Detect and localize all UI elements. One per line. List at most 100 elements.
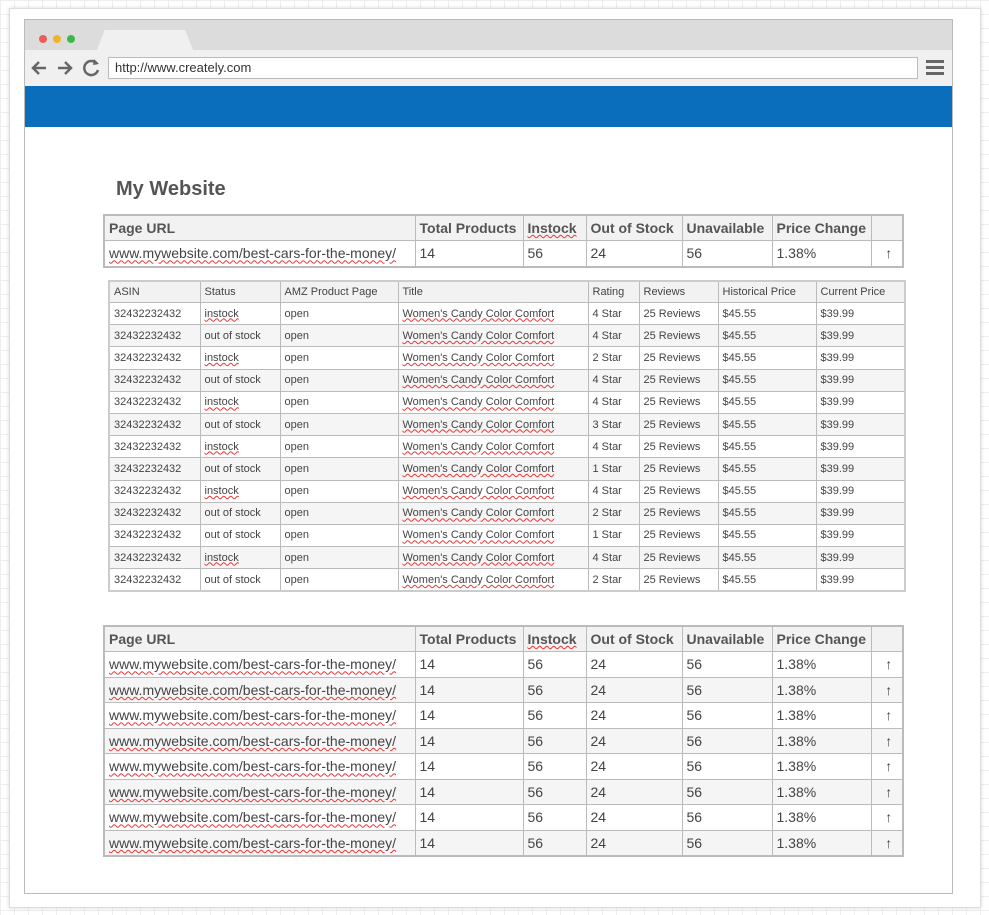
table-cell: 25 Reviews: [638, 457, 719, 481]
header-cell: Price Change: [771, 214, 872, 241]
table-cell: $39.99: [815, 390, 906, 414]
table-cell: 56: [522, 676, 587, 703]
table-cell: 56: [522, 778, 587, 805]
close-dot[interactable]: [39, 35, 47, 43]
table-cell: open: [279, 479, 399, 503]
table-cell: 24: [585, 778, 683, 805]
table-cell: 2 Star: [587, 568, 640, 592]
table-cell: open: [279, 412, 399, 437]
table-cell: 56: [522, 651, 587, 678]
table-cell: 25 Reviews: [638, 412, 719, 437]
table-cell: $45.55: [717, 435, 817, 459]
table-cell: www.mywebsite.com/best-cars-for-the-mone…: [103, 727, 416, 754]
table-row: www.mywebsite.com/best-cars-for-the-mone…: [103, 240, 904, 267]
header-cell: AMZ Product Page: [279, 280, 399, 303]
table-cell: 56: [522, 804, 587, 831]
table-cell: ↑: [870, 829, 904, 857]
table-cell: $39.99: [815, 546, 906, 570]
table-cell: www.mywebsite.com/best-cars-for-the-mone…: [103, 753, 416, 780]
table-row: 32432232432 instock open Women's Candy Colo…: [108, 301, 906, 326]
table-cell: instock: [199, 546, 281, 570]
table-cell: 2 Star: [587, 346, 640, 370]
table-cell: 32432232432: [108, 457, 201, 481]
table-cell: $45.55: [717, 568, 817, 592]
table-cell: $45.55: [717, 346, 817, 370]
table-cell: Women's Candy Color Comfort: [397, 324, 589, 348]
table-cell: www.mywebsite.com/best-cars-for-the-mone…: [103, 778, 416, 805]
table-cell: Women's Candy Color Comfort: [397, 412, 589, 437]
table-cell: 14: [414, 727, 524, 754]
table-cell: 4 Star: [587, 479, 640, 503]
table-cell: 56: [522, 753, 587, 780]
nav-icons[interactable]: [25, 50, 105, 86]
table-cell: $45.55: [717, 546, 817, 570]
header-cell: Page URL: [103, 214, 416, 241]
table-row: www.mywebsite.com/best-cars-for-the-mone…: [103, 727, 904, 754]
table-cell: 25 Reviews: [638, 479, 719, 503]
table-cell: 1.38%: [771, 804, 872, 831]
table-cell: Women's Candy Color Comfort: [397, 501, 589, 525]
tab[interactable]: [97, 30, 193, 50]
toolbar: http://www.creately.com: [25, 50, 952, 86]
table-cell: $45.55: [717, 301, 817, 326]
header-cell: Total Products: [414, 625, 524, 652]
minimize-dot[interactable]: [53, 35, 61, 43]
table-cell: out of stock: [199, 368, 281, 392]
table-cell: open: [279, 501, 399, 525]
menu-icon[interactable]: [925, 58, 945, 78]
table-row: 32432232432 out of stock open Women's Candy…: [108, 568, 906, 592]
table-cell: 56: [522, 829, 587, 857]
table-cell: 24: [585, 727, 683, 754]
table-cell: $45.55: [717, 457, 817, 481]
table-cell: 24: [585, 651, 683, 678]
table-cell: ↑: [870, 753, 904, 780]
header-cell: Page URL: [103, 625, 416, 652]
table-row: 32432232432 out of stock open Women's Candy…: [108, 324, 906, 348]
table-cell: $39.99: [815, 301, 906, 326]
table-cell: 56: [681, 778, 773, 805]
table-cell: 1.38%: [771, 727, 872, 754]
header-cell: Total Products: [414, 214, 524, 241]
maximize-dot[interactable]: [67, 35, 75, 43]
table-cell: out of stock: [199, 523, 281, 548]
table-cell: Women's Candy Color Comfort: [397, 368, 589, 392]
table-cell: 32432232432: [108, 546, 201, 570]
table-cell: 32432232432: [108, 479, 201, 503]
table-cell: 32432232432: [108, 324, 201, 348]
table-cell: open: [279, 568, 399, 592]
header-cell: Unavailable: [681, 214, 773, 241]
table-cell: $45.55: [717, 324, 817, 348]
page-title: My Website: [116, 178, 226, 200]
table-cell: $45.55: [717, 390, 817, 414]
table-cell: 25 Reviews: [638, 435, 719, 459]
table-cell: out of stock: [199, 568, 281, 592]
table-row: 32432232432 instock open Women's Candy Colo…: [108, 479, 906, 503]
table-cell: 4 Star: [587, 324, 640, 348]
table-row: www.mywebsite.com/best-cars-for-the-mone…: [103, 829, 904, 857]
header-cell: Current Price: [815, 280, 906, 303]
table-cell: 1.38%: [771, 778, 872, 805]
table-cell: www.mywebsite.com/best-cars-for-the-mone…: [103, 829, 416, 857]
table-row: www.mywebsite.com/best-cars-for-the-mone…: [103, 702, 904, 729]
table-cell: ↑: [870, 651, 904, 678]
table-cell: 1.38%: [771, 651, 872, 678]
table-cell: 14: [414, 829, 524, 857]
table-cell: $39.99: [815, 568, 906, 592]
table-cell: 25 Reviews: [638, 501, 719, 525]
pages-table: Page URL Total Products Instock Out of Stoc…: [103, 625, 904, 857]
table-row: www.mywebsite.com/best-cars-for-the-mone…: [103, 753, 904, 780]
table-cell: 1.38%: [771, 676, 872, 703]
table-row: 32432232432 instock open Women's Candy Colo…: [108, 390, 906, 414]
table-cell: open: [279, 523, 399, 548]
table-cell: 24: [585, 240, 683, 267]
url-bar[interactable]: http://www.creately.com: [108, 57, 918, 79]
table-cell: Women's Candy Color Comfort: [397, 390, 589, 414]
table-cell: 24: [585, 753, 683, 780]
table-row: 32432232432 out of stock open Women's Candy…: [108, 412, 906, 437]
table-cell: 56: [681, 702, 773, 729]
table-cell: 32432232432: [108, 346, 201, 370]
table-cell: 56: [681, 829, 773, 857]
header-row: Page URL Total Products Instock Out of Stoc…: [103, 625, 904, 652]
table-cell: $39.99: [815, 435, 906, 459]
